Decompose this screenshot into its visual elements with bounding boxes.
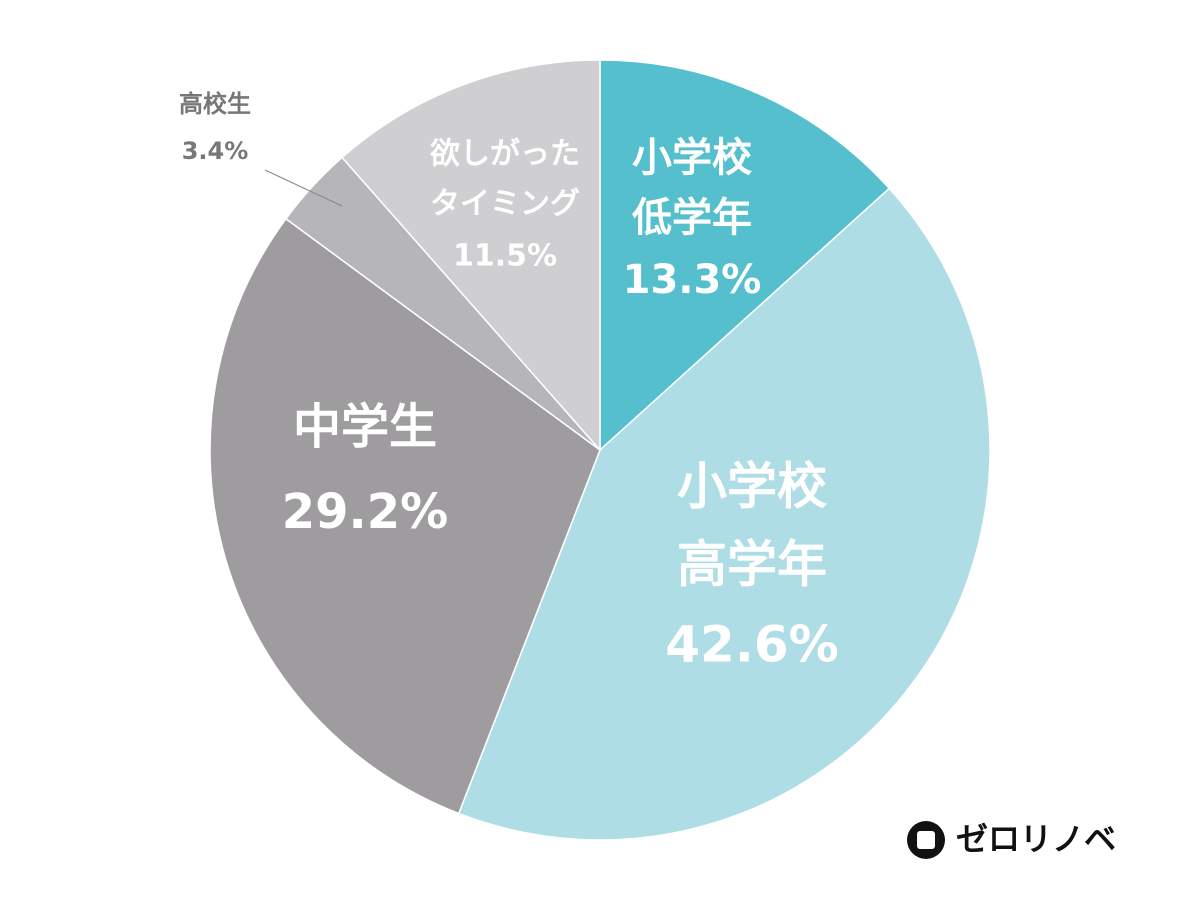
value-label: 42.6% — [665, 616, 838, 674]
value-label: 3.4% — [182, 137, 249, 165]
slice-label: 小学校 — [632, 135, 752, 181]
pie-slice — [457, 187, 991, 841]
leader-line — [264, 169, 343, 207]
value-label: 29.2% — [282, 484, 449, 540]
slice-label: 低学年 — [632, 195, 752, 241]
value-label: 13.3% — [623, 257, 762, 303]
logo: ゼロリノベ — [907, 820, 1116, 859]
slice-label: タイミング — [430, 187, 580, 222]
value-label: 11.5% — [453, 239, 557, 274]
pie-slice — [599, 59, 891, 452]
pie-slice — [341, 59, 601, 452]
pie-slice — [209, 217, 601, 815]
slice-label: 欲しがった — [429, 137, 580, 172]
slice-label: 中学生 — [293, 399, 437, 455]
logo-icon-inner — [917, 831, 935, 849]
slice-label: 高学年 — [677, 536, 827, 594]
slice-label: 高校生 — [179, 90, 251, 118]
slice-label: 小学校 — [677, 458, 827, 516]
logo-text: ゼロリノベ — [956, 820, 1116, 858]
